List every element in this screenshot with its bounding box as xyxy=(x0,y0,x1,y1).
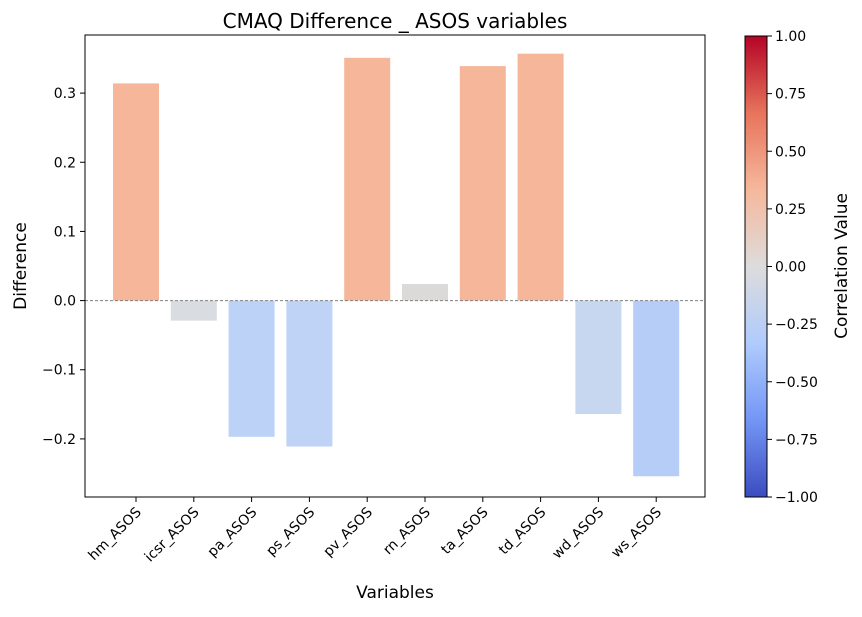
colorbar-tick-label: 0.75 xyxy=(775,87,806,103)
colorbar-tick-label: 0.50 xyxy=(775,144,806,160)
y-tick-label: 0.2 xyxy=(54,155,76,171)
colorbar xyxy=(744,35,768,498)
x-axis-label: Variables xyxy=(356,583,434,603)
bar-ta_ASOS xyxy=(459,66,506,301)
colorbar-tick-label: 0.00 xyxy=(775,260,806,276)
plot-area-frame xyxy=(84,34,706,498)
y-tick-label: −0.2 xyxy=(42,432,76,448)
x-tick-label: pv_ASOS xyxy=(320,504,376,560)
x-tick-label: pa_ASOS xyxy=(205,504,261,560)
bar-ws_ASOS xyxy=(633,300,680,477)
bar-icsr_ASOS xyxy=(170,300,217,321)
bar-wd_ASOS xyxy=(575,300,622,415)
x-tick-label: hm_ASOS xyxy=(86,504,145,563)
chart-title: CMAQ Difference _ ASOS variables xyxy=(223,9,568,33)
y-tick-label: 0.1 xyxy=(54,224,76,240)
colorbar-label: Correlation Value xyxy=(832,193,852,339)
x-tick-label: td_ASOS xyxy=(496,504,550,558)
bar-ps_ASOS xyxy=(286,300,333,447)
y-tick-label: 0.0 xyxy=(54,294,76,310)
colorbar-tick-label: −1.00 xyxy=(775,490,818,506)
y-tick-label: −0.1 xyxy=(42,363,76,379)
y-tick-label: 0.3 xyxy=(54,86,76,102)
x-tick-label: ta_ASOS xyxy=(438,504,491,557)
x-tick-label: ps_ASOS xyxy=(263,504,318,559)
colorbar-tick-label: −0.75 xyxy=(775,432,818,448)
x-tick-label: icsr_ASOS xyxy=(142,504,203,565)
colorbar-tick-label: 1.00 xyxy=(775,29,806,45)
colorbar-tick-label: −0.25 xyxy=(775,317,818,333)
x-tick-label: ws_ASOS xyxy=(608,504,665,561)
bar-pa_ASOS xyxy=(228,300,275,437)
bar-pv_ASOS xyxy=(344,57,391,301)
colorbar-tick-label: 0.25 xyxy=(775,202,806,218)
bar-hm_ASOS xyxy=(113,83,159,301)
bar-rn_ASOS xyxy=(402,283,448,301)
y-axis-label: Difference xyxy=(11,222,31,310)
x-tick-label: wd_ASOS xyxy=(549,504,607,562)
x-tick-label: rn_ASOS xyxy=(380,504,434,558)
colorbar-tick-label: −0.50 xyxy=(775,375,818,391)
bar-td_ASOS xyxy=(517,53,564,301)
